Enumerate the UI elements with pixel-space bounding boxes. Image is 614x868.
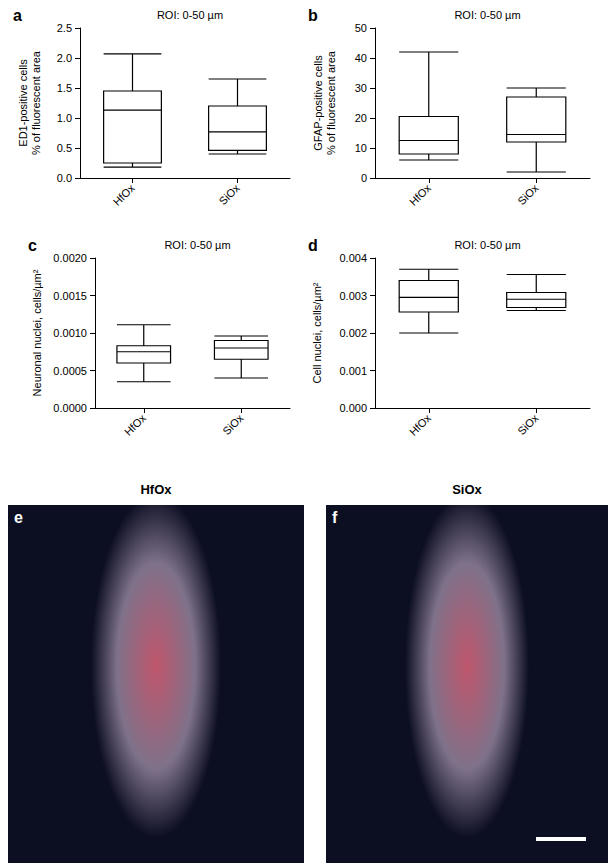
svg-text:0.0000: 0.0000 [53, 402, 87, 414]
svg-text:ROI: 0-50 µm: ROI: 0-50 µm [454, 9, 520, 21]
svg-text:10: 10 [355, 142, 367, 154]
svg-text:ROI: 0-50 µm: ROI: 0-50 µm [454, 239, 520, 251]
svg-text:1.5: 1.5 [57, 82, 72, 94]
svg-text:ROI: 0-50 µm: ROI: 0-50 µm [164, 239, 230, 251]
html-text:SiOx: SiOx [452, 482, 482, 497]
html-text:e: e [14, 509, 23, 526]
svg-text:0.0015: 0.0015 [53, 290, 87, 302]
html-text:HfOx: HfOx [140, 482, 172, 497]
svg-text:a: a [13, 7, 22, 24]
svg-text:0.002: 0.002 [339, 327, 367, 339]
svg-text:HfOx: HfOx [407, 411, 434, 438]
svg-text:0.5: 0.5 [57, 142, 72, 154]
svg-text:0.004: 0.004 [339, 252, 367, 264]
svg-text:0.003: 0.003 [339, 290, 367, 302]
svg-text:Cell nuclei, cells/µm²: Cell nuclei, cells/µm² [311, 282, 323, 383]
svg-text:30: 30 [355, 82, 367, 94]
svg-text:ED1-positive cells: ED1-positive cells [17, 59, 29, 147]
svg-text:0.001: 0.001 [339, 365, 367, 377]
svg-text:GFAP-positive cells: GFAP-positive cells [312, 55, 324, 151]
svg-text:Neuronal nuclei, cells/µm²: Neuronal nuclei, cells/µm² [31, 269, 43, 396]
svg-text:0.0005: 0.0005 [53, 365, 87, 377]
svg-text:d: d [308, 237, 318, 254]
svg-text:0: 0 [361, 172, 367, 184]
svg-text:20: 20 [355, 112, 367, 124]
svg-text:HfOx: HfOx [407, 181, 434, 208]
svg-text:50: 50 [355, 22, 367, 34]
svg-text:0.0020: 0.0020 [53, 252, 87, 264]
svg-text:c: c [28, 237, 37, 254]
svg-text:SiOx: SiOx [220, 411, 246, 437]
svg-text:HfOx: HfOx [122, 411, 149, 438]
svg-text:ROI: 0-50 µm: ROI: 0-50 µm [157, 9, 223, 21]
svg-text:SiOx: SiOx [515, 181, 541, 207]
svg-text:0.0: 0.0 [57, 172, 72, 184]
svg-text:% of fluorescent area: % of fluorescent area [30, 50, 42, 155]
svg-text:b: b [308, 7, 318, 24]
svg-text:0.0010: 0.0010 [53, 327, 87, 339]
svg-text:HfOx: HfOx [111, 181, 138, 208]
svg-text:SiOx: SiOx [216, 181, 242, 207]
svg-text:0.000: 0.000 [339, 402, 367, 414]
svg-text:SiOx: SiOx [515, 411, 541, 437]
svg-text:2.5: 2.5 [57, 22, 72, 34]
svg-text:40: 40 [355, 52, 367, 64]
html-text:f: f [332, 509, 338, 526]
svg-text:2.0: 2.0 [57, 52, 72, 64]
svg-text:% of fluorescent area: % of fluorescent area [325, 50, 337, 155]
svg-text:1.0: 1.0 [57, 112, 72, 124]
